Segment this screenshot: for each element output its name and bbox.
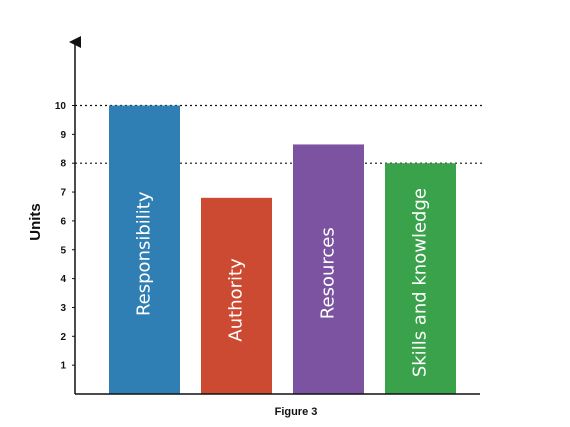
bar-skills-and-knowledge [385, 163, 456, 394]
y-tick-label-1: 1 [60, 361, 66, 372]
y-tick-label-3: 3 [60, 303, 66, 314]
y-axis-title: Units [27, 203, 44, 241]
bar-label-skills-and-knowledge: Skills and knowledge [410, 188, 431, 377]
bar-label-authority: Authority [226, 258, 247, 342]
y-tick-label-7: 7 [60, 188, 66, 199]
y-tick-label-4: 4 [60, 274, 66, 285]
bar-resources [293, 144, 364, 394]
bars: Responsibility Authority Resources Skills a… [109, 105, 456, 394]
figure-caption: Figure 3 [275, 406, 318, 418]
y-tick-label-5: 5 [60, 245, 66, 256]
y-ticks: 1 2 3 4 5 6 7 8 9 10 [55, 101, 75, 372]
bar-label-resources: Resources [318, 227, 339, 319]
bar-responsibility [109, 105, 180, 394]
axes [69, 36, 480, 395]
y-tick-label-8: 8 [60, 159, 66, 170]
y-tick-label-10: 10 [55, 101, 67, 112]
y-tick-label-9: 9 [60, 130, 66, 141]
bar-authority [201, 197, 272, 394]
y-tick-label-6: 6 [60, 216, 66, 227]
y-tick-label-2: 2 [60, 332, 66, 343]
bar-label-responsibility: Responsibility [134, 191, 155, 316]
